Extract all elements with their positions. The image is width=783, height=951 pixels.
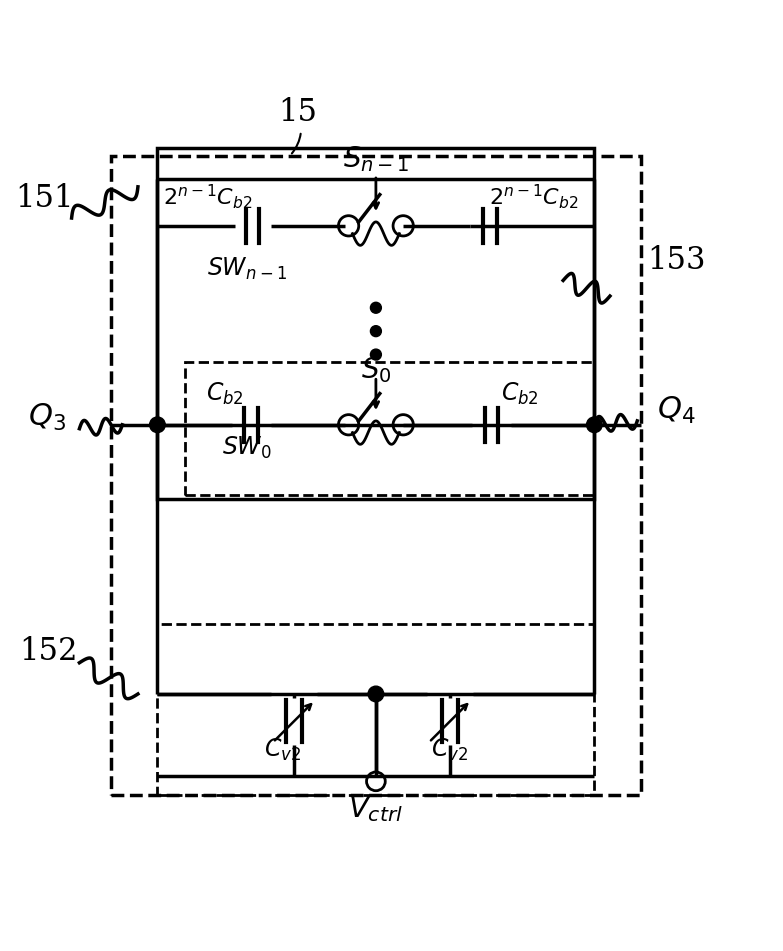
Text: $2^{n-1}C_{b2}$: $2^{n-1}C_{b2}$ xyxy=(164,183,253,211)
Text: $SW_{n-1}$: $SW_{n-1}$ xyxy=(207,256,287,281)
Circle shape xyxy=(586,417,602,433)
Text: $S_0$: $S_0$ xyxy=(361,356,392,385)
Circle shape xyxy=(370,302,381,313)
Circle shape xyxy=(370,325,381,337)
Text: $S_{n-1}$: $S_{n-1}$ xyxy=(343,145,409,174)
Text: $Q_4$: $Q_4$ xyxy=(657,396,695,426)
Text: $V_{ctrl}$: $V_{ctrl}$ xyxy=(348,794,403,825)
Text: 151: 151 xyxy=(15,183,74,214)
Circle shape xyxy=(370,349,381,360)
Text: $C_{b2}$: $C_{b2}$ xyxy=(501,381,539,407)
Text: 153: 153 xyxy=(647,245,705,277)
Text: 152: 152 xyxy=(19,635,78,667)
Text: $2^{n-1}C_{b2}$: $2^{n-1}C_{b2}$ xyxy=(489,183,579,211)
Text: $C_{v2}$: $C_{v2}$ xyxy=(264,737,301,764)
Circle shape xyxy=(150,417,165,433)
Text: $C_{v2}$: $C_{v2}$ xyxy=(431,737,468,764)
Text: 15: 15 xyxy=(279,97,317,153)
Circle shape xyxy=(368,687,384,702)
Text: $Q_3$: $Q_3$ xyxy=(27,401,66,433)
Text: $C_{b2}$: $C_{b2}$ xyxy=(207,381,244,407)
Text: $SW_0$: $SW_0$ xyxy=(222,436,272,461)
